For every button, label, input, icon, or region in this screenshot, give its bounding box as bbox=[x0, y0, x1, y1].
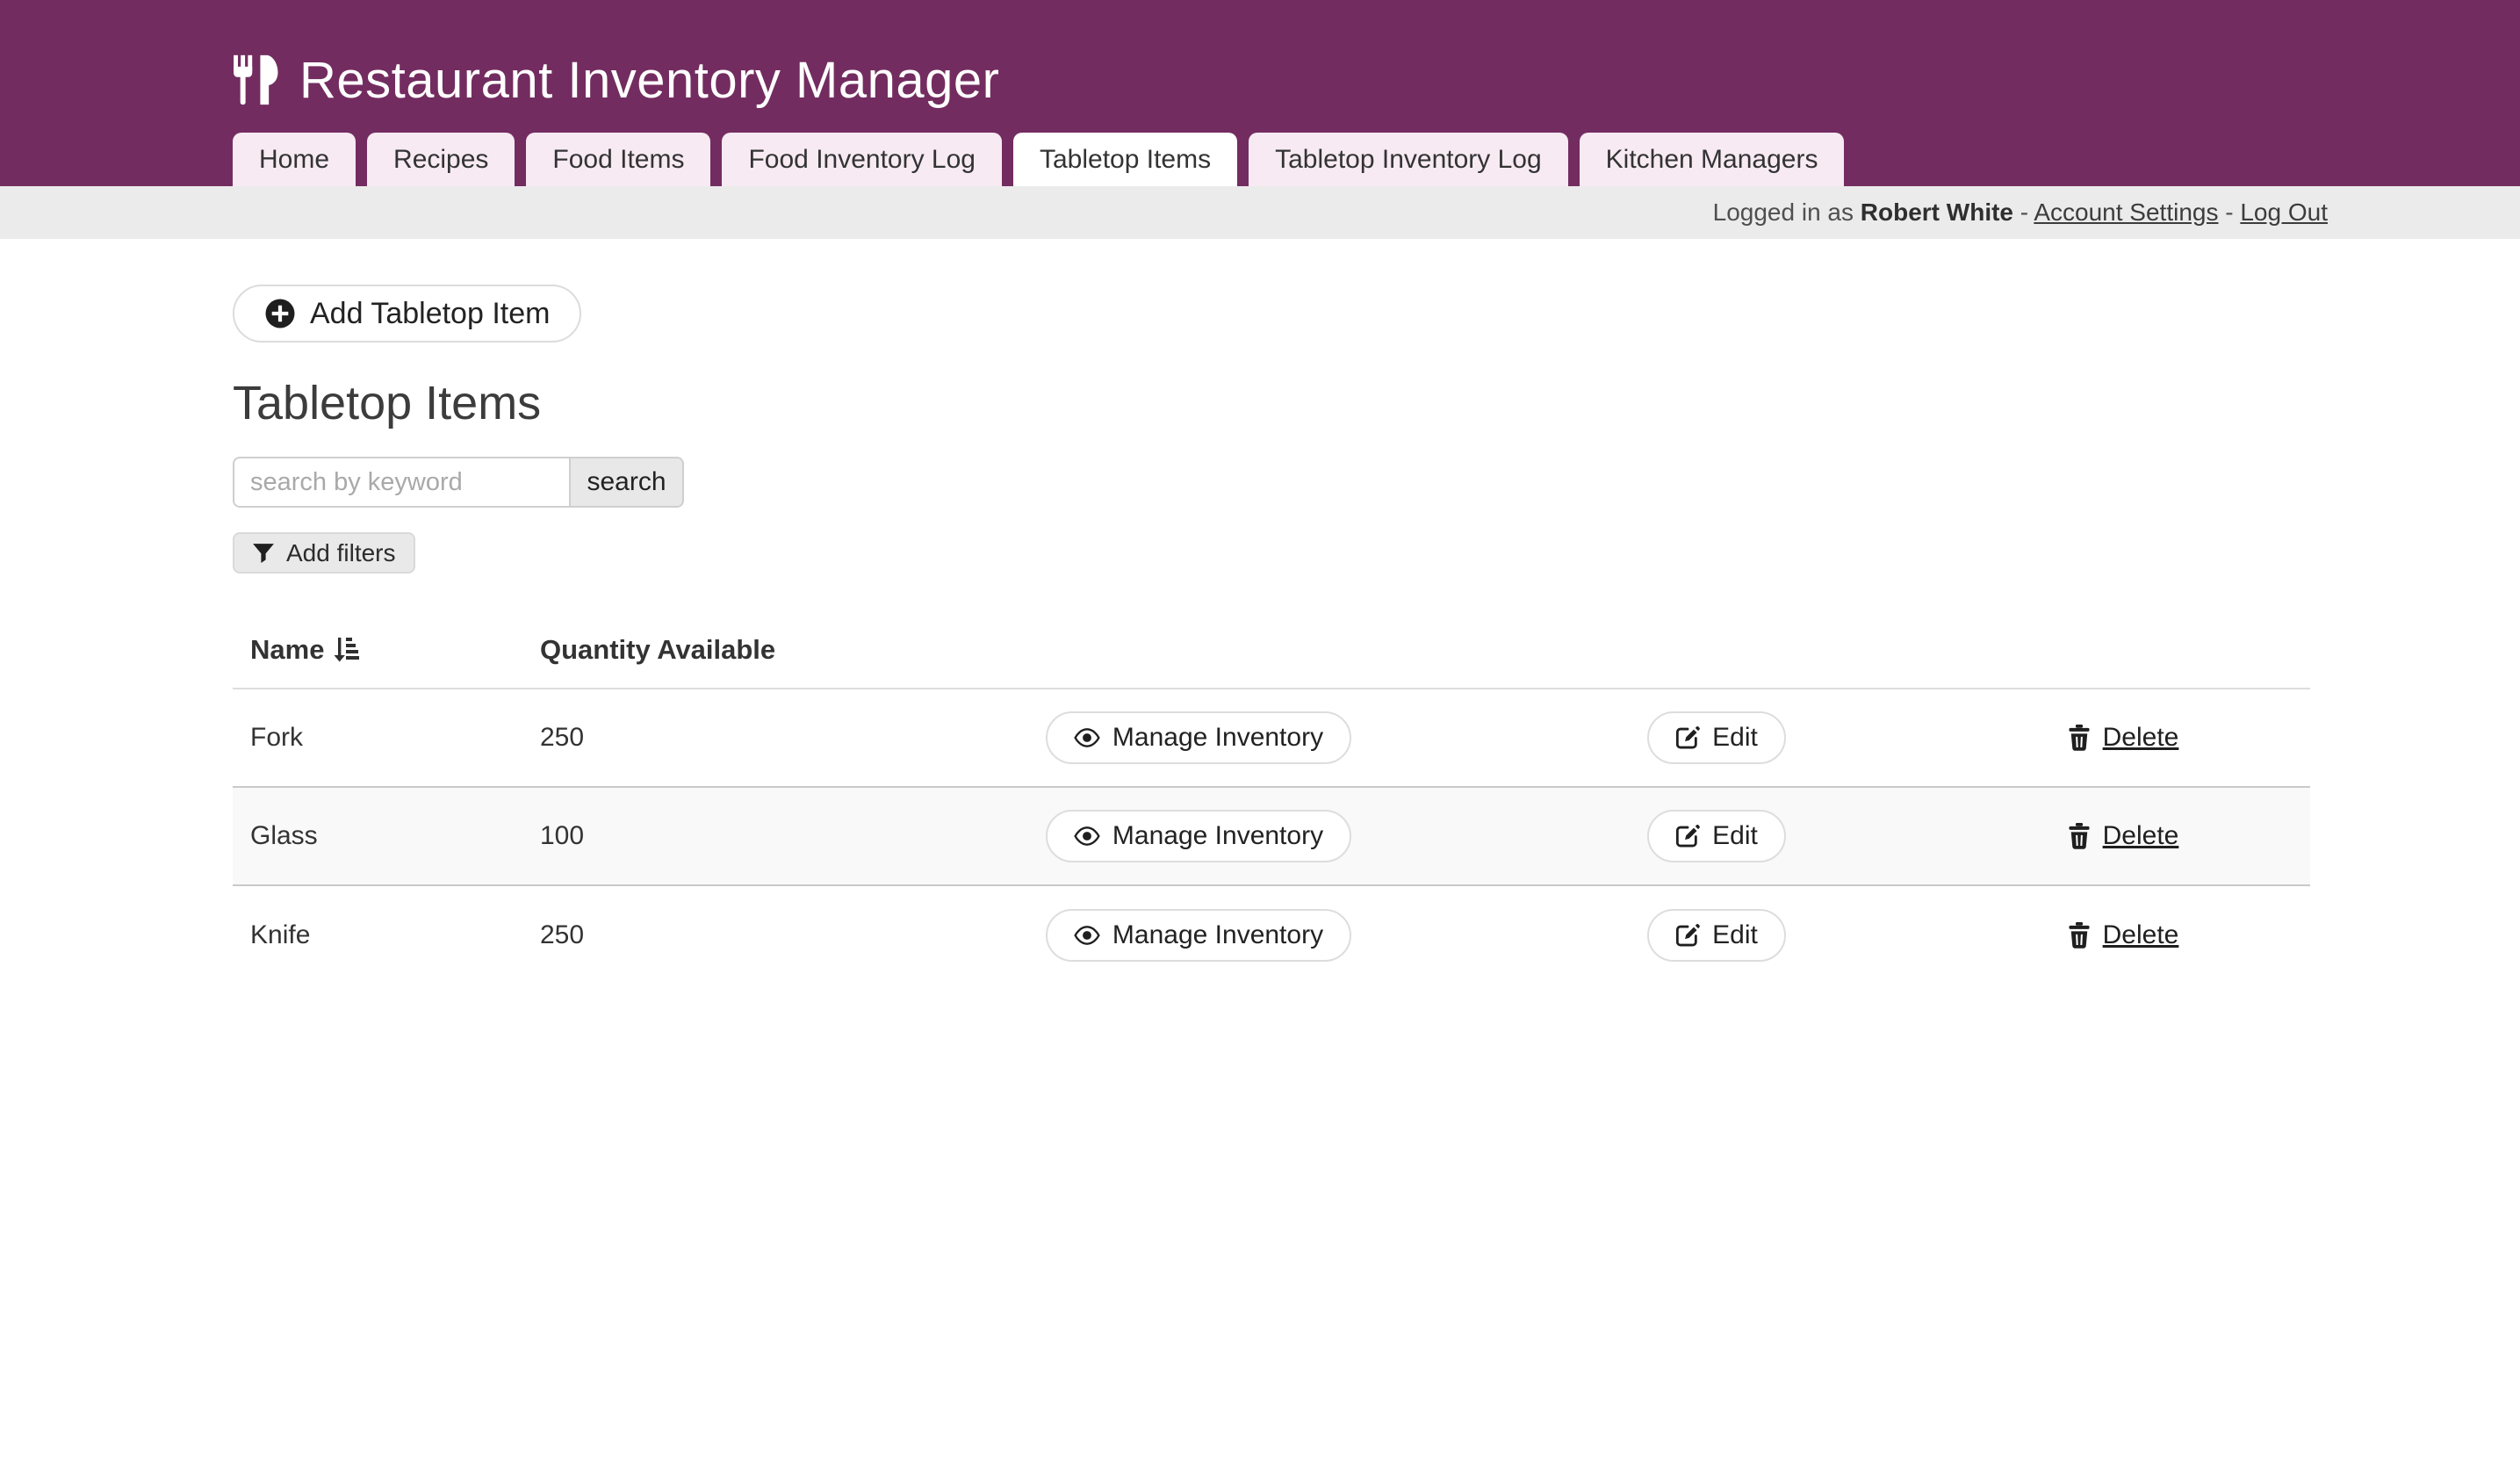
item-name: Knife bbox=[250, 920, 311, 949]
brand: Restaurant Inventory Manager bbox=[0, 0, 2520, 132]
item-quantity: 250 bbox=[540, 920, 585, 949]
edit-button[interactable]: Edit bbox=[1647, 909, 1786, 962]
table-row: Knife 250 Manage Inventory bbox=[233, 886, 2310, 985]
sort-amount-down-icon bbox=[333, 637, 360, 663]
item-name: Glass bbox=[250, 821, 318, 850]
delete-action[interactable]: Delete bbox=[2068, 821, 2179, 851]
eye-icon bbox=[1074, 925, 1100, 946]
manage-inventory-button[interactable]: Manage Inventory bbox=[1045, 909, 1352, 962]
pencil-square-icon bbox=[1675, 725, 1700, 750]
item-name: Fork bbox=[250, 723, 303, 752]
main-nav: Home Recipes Food Items Food Inventory L… bbox=[0, 132, 2520, 186]
add-button-label: Add Tabletop Item bbox=[310, 296, 551, 330]
eye-icon bbox=[1074, 727, 1100, 748]
delete-link[interactable]: Delete bbox=[2102, 821, 2179, 850]
manage-inventory-label: Manage Inventory bbox=[1112, 920, 1324, 949]
table-header-row: Name bbox=[233, 612, 2310, 689]
trash-icon bbox=[2068, 922, 2091, 949]
logged-in-prefix: Logged in as bbox=[1712, 198, 1854, 226]
manage-inventory-button[interactable]: Manage Inventory bbox=[1045, 810, 1352, 862]
account-settings-link[interactable]: Account Settings bbox=[2034, 198, 2219, 226]
pencil-square-icon bbox=[1675, 923, 1700, 948]
tab-home[interactable]: Home bbox=[233, 133, 356, 186]
utensils-icon bbox=[233, 54, 278, 105]
main-content: Add Tabletop Item Tabletop Items search … bbox=[233, 239, 2310, 985]
tab-recipes[interactable]: Recipes bbox=[367, 133, 515, 186]
manage-inventory-button[interactable]: Manage Inventory bbox=[1045, 711, 1352, 764]
edit-button[interactable]: Edit bbox=[1647, 810, 1786, 862]
app-header: Restaurant Inventory Manager Home Recipe… bbox=[0, 0, 2520, 186]
edit-label: Edit bbox=[1712, 821, 1758, 850]
delete-link[interactable]: Delete bbox=[2102, 920, 2179, 949]
column-header-name[interactable]: Name bbox=[233, 634, 522, 666]
item-quantity: 100 bbox=[540, 821, 585, 850]
edit-label: Edit bbox=[1712, 723, 1758, 752]
separator: - bbox=[2225, 198, 2234, 226]
tab-food-items[interactable]: Food Items bbox=[526, 133, 711, 186]
add-filters-button[interactable]: Add filters bbox=[233, 532, 415, 574]
tab-food-inventory-log[interactable]: Food Inventory Log bbox=[722, 133, 1002, 186]
delete-link[interactable]: Delete bbox=[2102, 723, 2179, 752]
user-bar: Logged in as Robert White - Account Sett… bbox=[0, 186, 2520, 239]
log-out-link[interactable]: Log Out bbox=[2240, 198, 2328, 226]
app-window: Restaurant Inventory Manager Home Recipe… bbox=[0, 0, 2520, 985]
edit-button[interactable]: Edit bbox=[1647, 711, 1786, 764]
search-bar: search bbox=[233, 457, 2310, 508]
manage-inventory-label: Manage Inventory bbox=[1112, 821, 1324, 850]
add-filters-label: Add filters bbox=[286, 538, 396, 566]
table-row: Fork 250 Manage Inventory bbox=[233, 689, 2310, 788]
trash-icon bbox=[2068, 823, 2091, 849]
trash-icon bbox=[2068, 725, 2091, 751]
name-column-label: Name bbox=[250, 634, 325, 665]
table-row: Glass 100 Manage Inventory bbox=[233, 788, 2310, 886]
column-header-quantity[interactable]: Quantity Available bbox=[540, 634, 776, 665]
item-quantity: 250 bbox=[540, 723, 585, 752]
tab-tabletop-inventory-log[interactable]: Tabletop Inventory Log bbox=[1249, 133, 1568, 186]
app-title: Restaurant Inventory Manager bbox=[299, 51, 1000, 109]
edit-label: Edit bbox=[1712, 920, 1758, 949]
filter-icon bbox=[252, 542, 275, 565]
delete-action[interactable]: Delete bbox=[2068, 723, 2179, 753]
tab-kitchen-managers[interactable]: Kitchen Managers bbox=[1579, 133, 1845, 186]
logged-in-username: Robert White bbox=[1860, 198, 2013, 226]
tabletop-items-table: Name bbox=[233, 612, 2310, 985]
delete-action[interactable]: Delete bbox=[2068, 920, 2179, 950]
pencil-square-icon bbox=[1675, 824, 1700, 848]
page-title: Tabletop Items bbox=[233, 377, 542, 429]
add-tabletop-item-button[interactable]: Add Tabletop Item bbox=[233, 285, 582, 343]
separator: - bbox=[2020, 198, 2029, 226]
plus-circle-icon bbox=[264, 298, 296, 329]
manage-inventory-label: Manage Inventory bbox=[1112, 723, 1324, 752]
eye-icon bbox=[1074, 826, 1100, 847]
search-button[interactable]: search bbox=[569, 457, 684, 508]
tab-tabletop-items[interactable]: Tabletop Items bbox=[1013, 133, 1238, 186]
search-input[interactable] bbox=[233, 457, 569, 508]
